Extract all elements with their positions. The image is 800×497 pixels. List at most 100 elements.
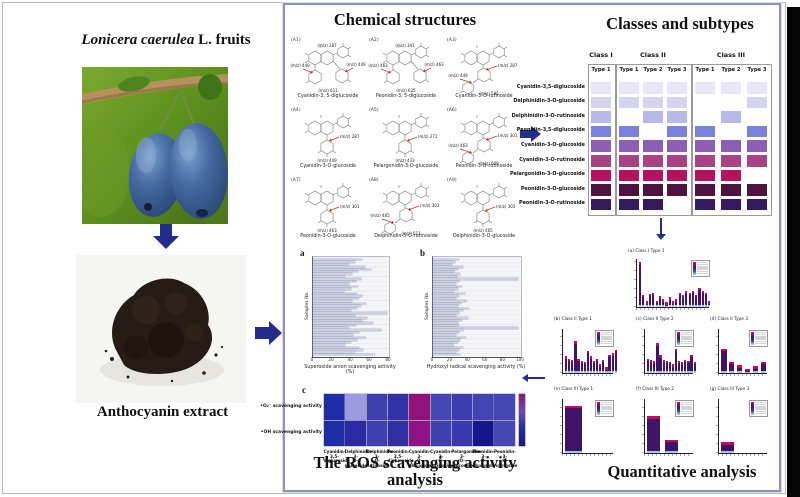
heatmap-cell	[695, 82, 715, 94]
hbar	[313, 280, 356, 283]
bar-cap-segment	[705, 292, 708, 295]
hbar	[313, 314, 355, 317]
stacked-bar	[574, 341, 577, 373]
bar-main-segment	[708, 303, 711, 306]
hbar	[313, 290, 345, 292]
bar-base-segment	[642, 305, 645, 307]
bar-base-segment	[665, 305, 668, 307]
quant-plot	[644, 399, 693, 454]
chemical-structure: (A2) (m/z) 301 (m/z) 463 (m/z) 463 (m/z) 625…	[368, 38, 444, 108]
ros-heatmap-cell	[451, 420, 473, 446]
stacked-bar	[681, 294, 685, 307]
heatmap-cell	[619, 169, 639, 182]
svg-text:(m/z) 433: (m/z) 433	[395, 158, 415, 163]
structure-id: (A7)	[291, 178, 301, 183]
stacked-bar	[695, 294, 698, 307]
stacked-bar	[647, 358, 650, 373]
x-tick-label: 0	[310, 357, 314, 362]
bar-base-segment	[571, 371, 574, 373]
bar-cap-segment	[684, 359, 687, 363]
legend-box	[691, 260, 710, 277]
bar-base-segment	[645, 305, 648, 307]
chemical-structures-title: Chemical structures	[333, 10, 477, 29]
bar-base-segment	[599, 371, 602, 373]
bar-base-segment	[668, 305, 671, 307]
x-tick-label: 80	[499, 357, 506, 362]
svg-text:(m/z) 449: (m/z) 449	[346, 62, 366, 67]
bar-cap-segment	[681, 362, 684, 365]
stacked-bar	[568, 358, 571, 373]
heatmap-cell	[667, 96, 687, 109]
bar-cap-segment	[693, 362, 696, 365]
quant-chart-title: (f) Class III Type 2	[636, 387, 675, 392]
bar-cap-segment	[672, 301, 675, 304]
legend-color-bar	[677, 402, 680, 415]
bar-main-segment	[693, 364, 696, 372]
ros-heatmap-cell	[366, 420, 388, 446]
bar-main-segment	[698, 290, 701, 306]
heatmap-cell	[667, 140, 687, 152]
hbar	[313, 261, 355, 263]
bar-main-segment	[674, 351, 678, 372]
bar-main-segment	[605, 369, 608, 372]
heatmap-cell	[721, 111, 741, 123]
hbar	[433, 346, 463, 348]
bar-cap-segment	[650, 359, 653, 363]
hbar	[433, 307, 470, 309]
stacked-bar	[596, 358, 599, 373]
structure-name: Delphinidin-3-O-rutinoside	[374, 234, 438, 239]
hbar	[313, 327, 350, 329]
bar-cap-segment	[662, 359, 665, 363]
bar-base-segment	[658, 305, 661, 307]
stacked-bar	[652, 292, 655, 307]
hbar	[313, 295, 363, 297]
bar-main-segment	[577, 360, 580, 372]
bar-main-segment	[691, 293, 694, 306]
ros-col-label: Peonidin-3,5- diglucoside	[387, 449, 414, 464]
anthocyanin-row-label: Delphinidin-3-O-glucoside	[513, 98, 585, 105]
bar-cap-segment	[592, 360, 596, 364]
heatmap-cell	[747, 198, 767, 211]
anthocyanin-row-label: Cyanidin-3,5-diglucoside	[516, 83, 585, 90]
bar-main-segment	[678, 363, 681, 372]
hbar	[313, 344, 346, 346]
bar-base-segment	[652, 305, 655, 307]
hbar	[433, 300, 467, 302]
stacked-bar	[565, 405, 582, 453]
x-ticks	[562, 374, 612, 376]
panel-letter: c	[302, 385, 306, 395]
ros-heatmap-cell	[409, 394, 430, 420]
stacked-bar	[671, 364, 675, 373]
stacked-bar	[589, 356, 593, 373]
hbar	[313, 270, 358, 273]
bar-base-segment	[565, 451, 582, 453]
structure-name: Peonidin-3-O-rutinoside	[455, 164, 513, 169]
stacked-bar	[659, 355, 662, 373]
type-header: Type 1	[591, 67, 611, 73]
bar-cap-segment	[752, 366, 759, 369]
quant-plot	[718, 329, 767, 374]
bar-base-segment	[681, 371, 684, 373]
legend-box	[749, 330, 768, 347]
hbar	[433, 305, 458, 307]
hbar	[433, 266, 463, 268]
heatmap-cell	[667, 169, 687, 182]
svg-text:(m/z) 287: (m/z) 287	[340, 134, 360, 139]
ros-col-label: Peonidin-3- O-rutinoside	[493, 449, 518, 469]
legend-color-bar	[597, 402, 600, 415]
bar-base-segment	[583, 371, 586, 373]
bar-main-segment	[655, 303, 658, 306]
svg-text:(m/z) 463: (m/z) 463	[424, 62, 444, 67]
y-ticks	[642, 329, 644, 373]
bar-cap-segment	[665, 440, 678, 443]
ros-row-label: •O₂⁻ scavenging activity	[260, 403, 322, 409]
type-header: Type 2	[643, 67, 663, 73]
structure-id: (A1)	[291, 38, 301, 43]
bar-cap-segment	[681, 294, 685, 297]
bar-cap-segment	[665, 302, 668, 305]
quant-chart: (e) Class III Type 1	[546, 387, 618, 463]
hbar	[433, 339, 461, 341]
type-header: Type 2	[721, 67, 741, 73]
structure-id: (A2)	[369, 38, 379, 43]
bar-main-segment	[728, 364, 735, 372]
